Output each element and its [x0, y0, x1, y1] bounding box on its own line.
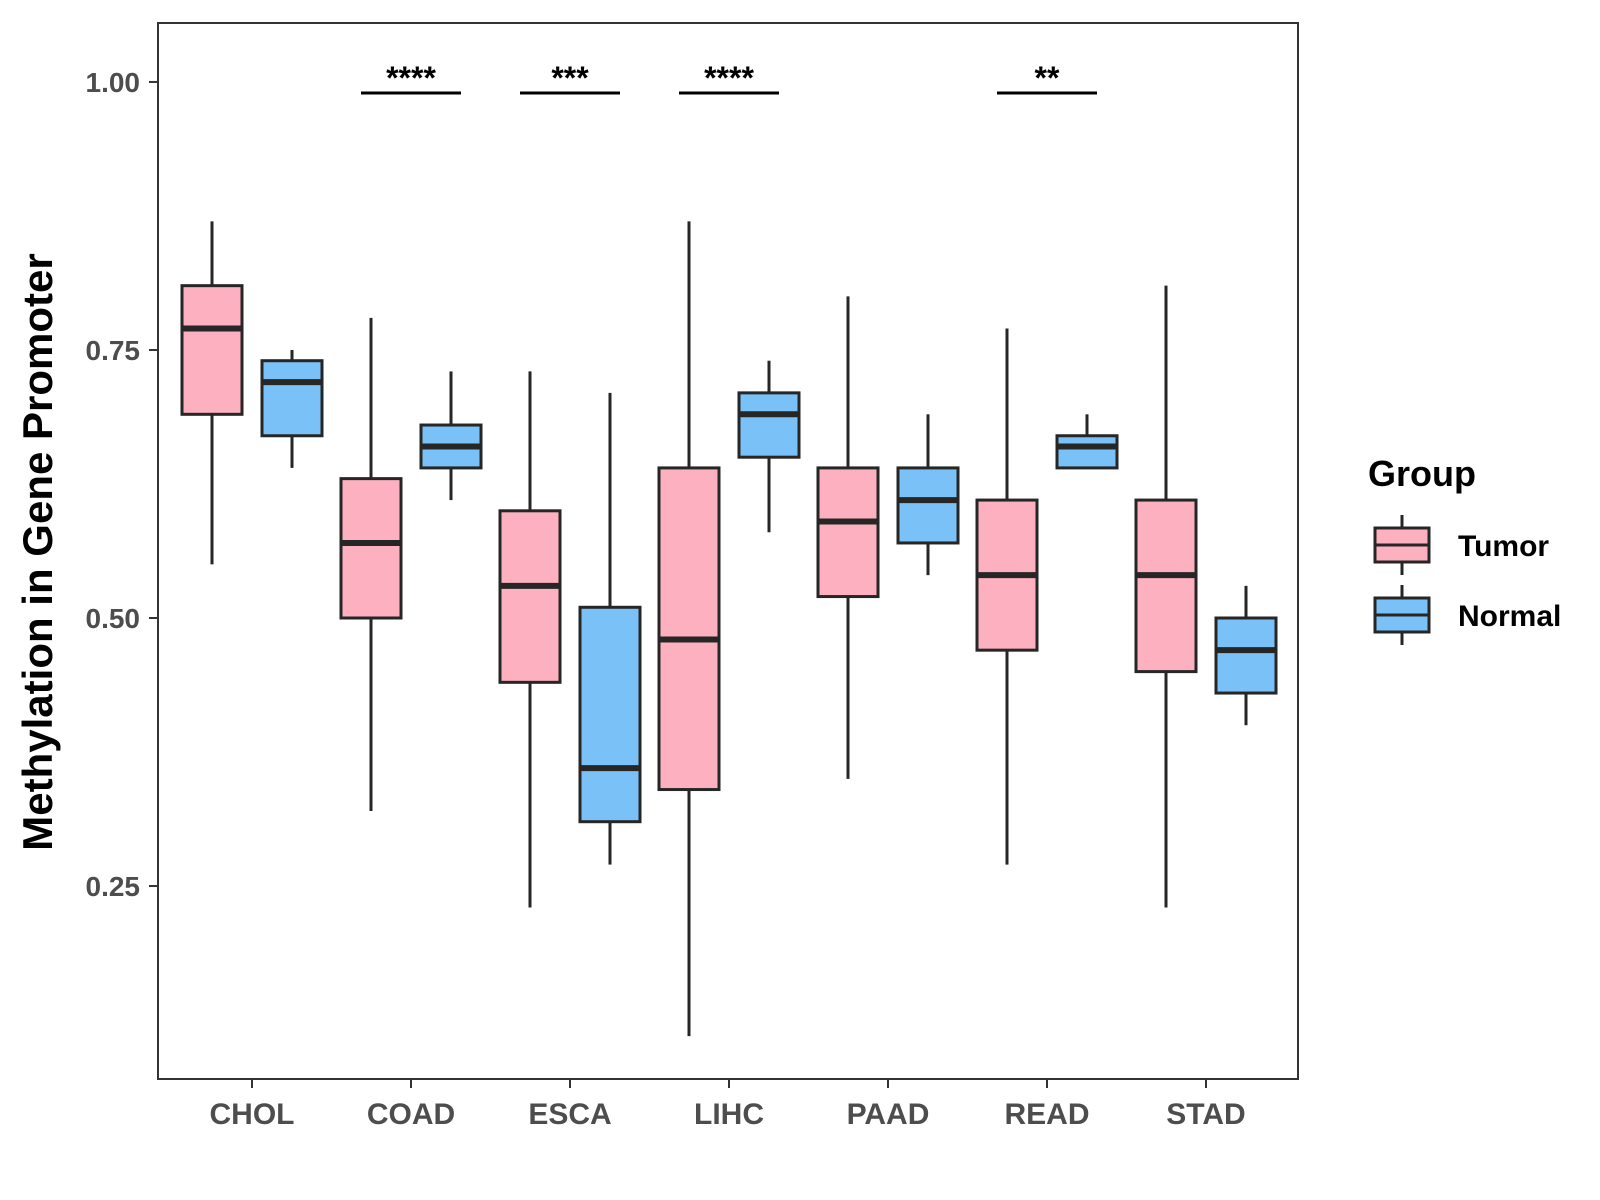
box-body-paad-tumor — [816, 466, 880, 599]
axes: 0.25 0.50 0.75 1.00 CHOL COAD ESCA LIHC PAAD READ… — [86, 22, 1299, 1131]
x-tick-label-stad: STAD — [1166, 1098, 1245, 1131]
x-tick-label-read: READ — [1004, 1098, 1089, 1131]
box-read-normal — [1055, 414, 1119, 470]
box-stad-tumor — [1134, 285, 1198, 908]
box-body-lihc-normal — [737, 391, 801, 459]
significance-label-lihc: **** — [704, 60, 754, 96]
legend-label-tumor: Tumor — [1458, 530, 1549, 563]
box-body-chol-normal — [260, 359, 324, 438]
legend-title: Group — [1368, 453, 1476, 494]
y-tick-label: 0.75 — [86, 335, 141, 366]
legend-entry-normal: Normal — [1373, 585, 1561, 645]
box-body-esca-normal — [578, 605, 642, 824]
legend: Group Tumor Normal — [1368, 453, 1561, 645]
x-tick-label-esca: ESCA — [528, 1098, 611, 1131]
box-body-paad-normal — [896, 466, 960, 545]
y-tick-label: 0.25 — [86, 871, 141, 902]
box-body-stad-tumor — [1134, 498, 1198, 674]
x-tick-label-paad: PAAD — [847, 1098, 930, 1131]
box-chol-tumor — [180, 221, 244, 565]
significance-label-read: ** — [1035, 60, 1060, 96]
box-coad-tumor — [339, 317, 403, 811]
box-paad-tumor — [816, 296, 880, 779]
x-tick-label-coad: COAD — [367, 1098, 455, 1131]
box-read-tumor — [975, 328, 1039, 865]
box-body-coad-tumor — [339, 477, 403, 620]
box-body-chol-tumor — [180, 284, 244, 416]
box-body-lihc-tumor — [657, 466, 721, 792]
plot-area: **** *** **** ** — [180, 60, 1278, 1037]
box-lihc-normal — [737, 360, 801, 533]
y-tick-label: 0.50 — [86, 603, 141, 634]
box-coad-normal — [419, 371, 483, 501]
box-chol-normal — [260, 349, 324, 468]
significance-label-coad: **** — [386, 60, 436, 96]
legend-label-normal: Normal — [1458, 600, 1561, 633]
x-tick-label-chol: CHOL — [210, 1098, 295, 1131]
box-esca-normal — [578, 392, 642, 865]
box-lihc-tumor — [657, 221, 721, 1037]
significance-label-esca: *** — [551, 60, 589, 96]
x-tick-label-lihc: LIHC — [694, 1098, 764, 1131]
legend-entry-tumor: Tumor — [1373, 515, 1549, 575]
box-paad-normal — [896, 414, 960, 576]
box-stad-normal — [1214, 585, 1278, 726]
box-body-esca-tumor — [498, 509, 562, 684]
y-tick-label: 1.00 — [86, 67, 141, 98]
box-body-stad-normal — [1214, 616, 1278, 695]
box-esca-tumor — [498, 371, 562, 908]
box-body-read-normal — [1055, 434, 1119, 470]
y-axis-title: Methylation in Gene Promoter — [14, 253, 61, 850]
